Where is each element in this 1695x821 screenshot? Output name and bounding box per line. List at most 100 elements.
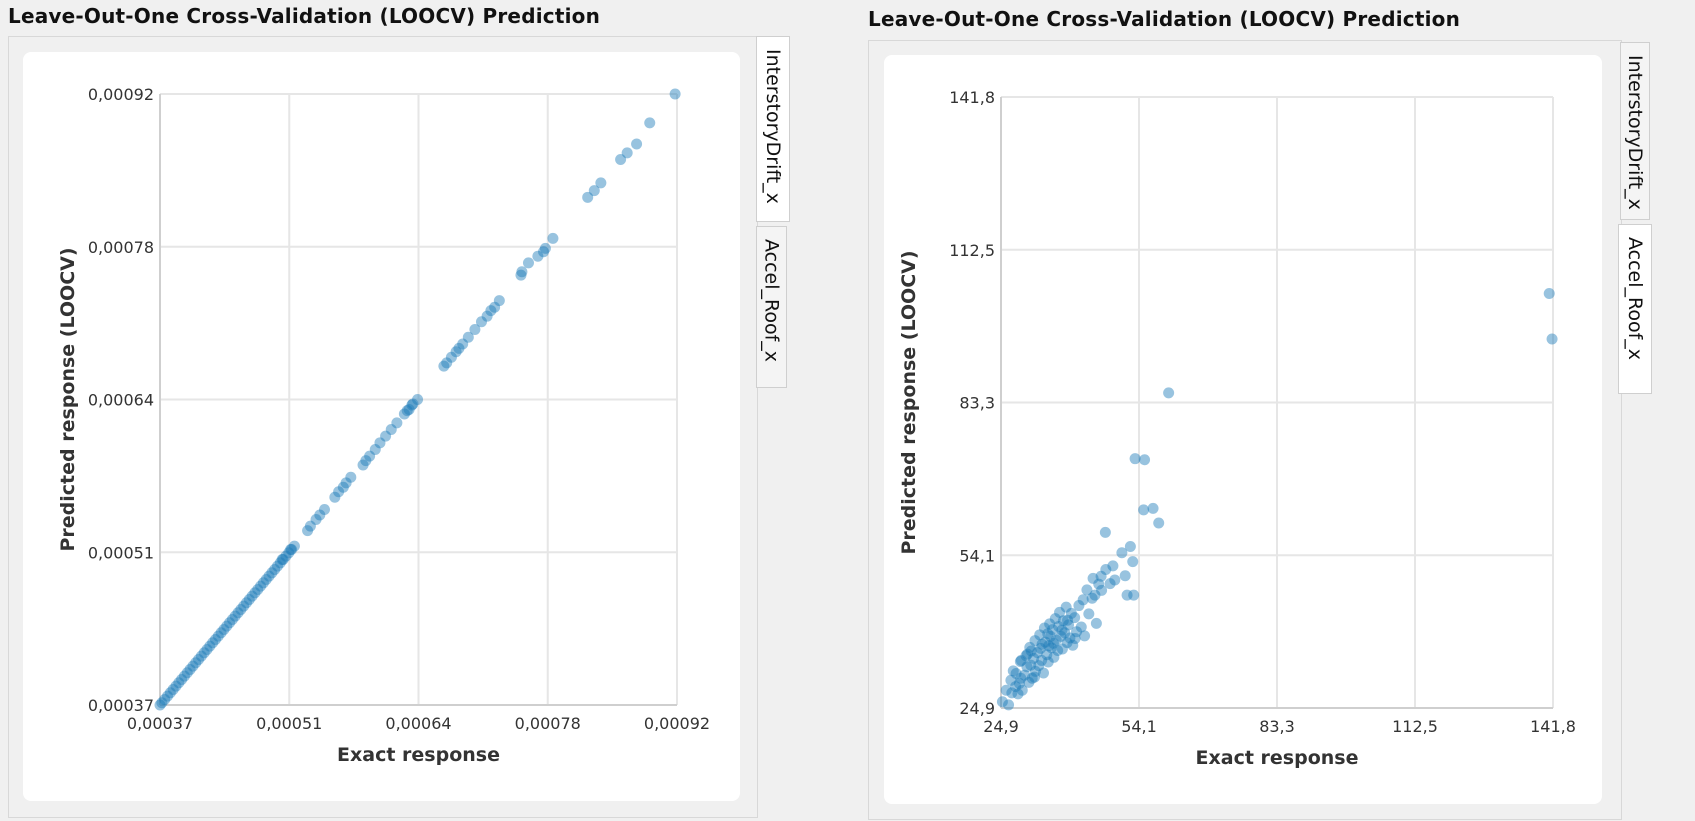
tab-interstorydrift-x[interactable]: InterstoryDrift_x <box>1620 42 1650 220</box>
data-point <box>522 257 534 269</box>
data-point <box>469 324 481 336</box>
data-point <box>176 673 188 685</box>
x-tick-label: 0,00078 <box>515 714 581 733</box>
data-point <box>1007 665 1019 677</box>
data-point <box>1081 584 1093 596</box>
data-point <box>1000 684 1012 696</box>
data-point <box>337 481 349 493</box>
data-point <box>1019 669 1031 681</box>
data-point <box>329 491 341 503</box>
y-axis-title: Predicted response (LOOCV) <box>898 250 920 554</box>
x-tick-label: 24,9 <box>983 717 1019 736</box>
tab-label: InterstoryDrift_x <box>762 49 784 204</box>
data-point <box>1138 504 1150 516</box>
data-point <box>1029 671 1041 683</box>
data-point <box>669 88 681 100</box>
data-point <box>1010 668 1022 680</box>
scatter-chart-accel-roof: 24,924,9 54,1 54,1 83,3 83,3 112,5 112,5 141,8 1… <box>898 88 1576 769</box>
data-point <box>263 570 275 582</box>
data-point <box>207 637 219 649</box>
data-point <box>195 650 207 662</box>
data-point <box>1039 636 1051 648</box>
data-point <box>1049 613 1061 625</box>
y-tick-label: 0,00092 <box>88 85 154 104</box>
data-point <box>159 693 171 705</box>
data-point <box>360 455 372 467</box>
data-point <box>1073 600 1085 612</box>
data-point <box>1128 589 1140 601</box>
left-panel: Leave-Out-One Cross-Validation (LOOCV) P… <box>0 0 790 821</box>
data-point <box>167 683 179 695</box>
data-point <box>481 310 493 322</box>
data-point <box>539 242 551 254</box>
data-point <box>1021 648 1033 660</box>
data-point <box>407 398 419 410</box>
data-point <box>441 357 453 369</box>
data-point <box>1005 674 1017 686</box>
data-point <box>1041 649 1053 661</box>
data-point <box>266 567 278 579</box>
data-point <box>232 607 244 619</box>
data-point <box>1006 687 1018 699</box>
data-point <box>438 360 450 372</box>
data-point <box>1064 632 1076 644</box>
data-point <box>547 232 559 244</box>
data-point <box>333 486 345 498</box>
data-point <box>493 295 505 307</box>
tab-accel-roof-x[interactable]: Accel_Roof_x <box>756 226 787 388</box>
data-point <box>269 563 281 575</box>
data-point <box>374 437 386 449</box>
data-point <box>538 246 550 258</box>
data-point <box>996 696 1008 708</box>
data-point <box>280 550 292 562</box>
data-point <box>252 583 264 595</box>
data-point <box>412 394 424 405</box>
data-point <box>246 590 258 602</box>
data-point <box>398 408 410 420</box>
data-point <box>257 577 269 589</box>
x-tick-label: 141,8 <box>1530 717 1576 736</box>
data-point <box>1057 615 1069 627</box>
data-point <box>1024 641 1036 653</box>
data-point <box>475 316 487 328</box>
y-tick-label: 0,00064 <box>88 391 154 410</box>
data-point <box>380 430 392 442</box>
data-point <box>1104 578 1116 590</box>
data-point <box>285 543 297 555</box>
data-point <box>1065 607 1077 619</box>
data-point <box>1546 333 1558 345</box>
data-point <box>198 647 210 659</box>
data-point <box>1035 642 1047 654</box>
data-point <box>274 557 286 569</box>
data-point <box>1153 517 1165 529</box>
data-point <box>221 620 233 632</box>
data-point <box>391 417 403 429</box>
data-point <box>255 580 267 592</box>
y-tick-label: 141,8 <box>949 88 995 107</box>
data-point <box>516 266 528 278</box>
data-point <box>1061 637 1073 649</box>
data-point <box>1044 618 1056 630</box>
panel-title: Leave-Out-One Cross-Validation (LOOCV) P… <box>8 4 601 28</box>
data-point <box>1012 688 1024 700</box>
data-point <box>588 185 600 197</box>
data-point <box>1062 614 1074 626</box>
data-point <box>450 346 462 358</box>
data-point <box>164 687 176 699</box>
data-point <box>1052 645 1064 657</box>
data-point <box>286 543 298 555</box>
data-point <box>1089 589 1101 601</box>
data-point <box>1077 594 1089 606</box>
x-tick-label: 0,00037 <box>127 714 193 733</box>
tab-accel-roof-x[interactable]: Accel_Roof_x <box>1618 224 1652 394</box>
data-point <box>1014 655 1026 667</box>
data-point <box>1025 659 1037 671</box>
data-point <box>364 450 376 462</box>
tab-interstorydrift-x[interactable]: InterstoryDrift_x <box>756 36 790 222</box>
y-tick-label: 0,00037 <box>88 696 154 715</box>
right-panel: Leave-Out-One Cross-Validation (LOOCV) P… <box>860 0 1695 821</box>
data-point <box>170 680 182 692</box>
data-point <box>304 520 316 532</box>
data-point <box>173 677 185 689</box>
data-point <box>1020 650 1032 662</box>
